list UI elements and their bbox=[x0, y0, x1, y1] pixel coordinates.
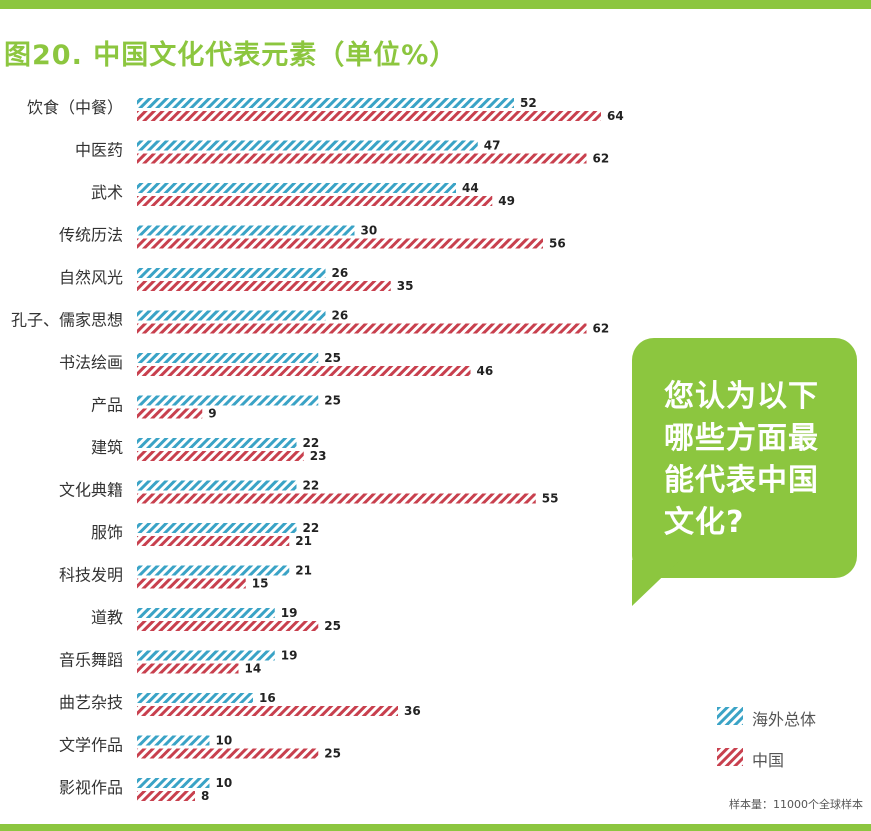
legend-label-china: 中国 bbox=[752, 751, 785, 770]
callout-question: 您认为以下哪些方面最能代表中国文化? bbox=[664, 379, 819, 540]
category-label: 建筑 bbox=[91, 438, 123, 457]
data-label-china: 15 bbox=[252, 577, 269, 591]
data-label-china: 36 bbox=[404, 704, 421, 718]
callout-bubble bbox=[632, 338, 857, 578]
legend-swatch-china bbox=[717, 748, 743, 766]
data-label-overseas: 21 bbox=[295, 564, 312, 578]
data-label-china: 25 bbox=[324, 619, 341, 633]
bar-overseas bbox=[137, 693, 253, 703]
category-label: 科技发明 bbox=[59, 566, 123, 585]
data-label-china: 23 bbox=[310, 449, 327, 463]
bar-overseas bbox=[137, 353, 319, 363]
data-label-china: 25 bbox=[324, 747, 341, 761]
category-label: 曲艺杂技 bbox=[59, 693, 123, 712]
category-label: 道教 bbox=[91, 608, 123, 627]
bar-china bbox=[137, 281, 391, 291]
data-label-overseas: 52 bbox=[520, 96, 537, 110]
bar-china bbox=[137, 663, 239, 674]
bar-china bbox=[137, 791, 195, 801]
legend-swatch-overseas bbox=[717, 707, 743, 725]
category-label: 服饰 bbox=[91, 523, 123, 542]
bar-overseas bbox=[137, 395, 319, 406]
data-label-overseas: 16 bbox=[259, 691, 276, 705]
bar-china bbox=[137, 366, 471, 376]
data-label-overseas: 26 bbox=[332, 266, 349, 280]
bar-overseas bbox=[137, 608, 275, 618]
category-label: 产品 bbox=[91, 396, 123, 415]
category-label: 书法绘画 bbox=[59, 353, 123, 372]
legend-label-overseas: 海外总体 bbox=[752, 710, 817, 729]
data-label-overseas: 47 bbox=[484, 139, 501, 153]
category-label: 孔子、儒家思想 bbox=[11, 311, 123, 330]
bottom-rule bbox=[0, 824, 871, 831]
category-label: 中医药 bbox=[75, 141, 123, 160]
bar-overseas bbox=[137, 438, 297, 448]
bar-overseas bbox=[137, 778, 210, 788]
data-label-overseas: 19 bbox=[281, 606, 298, 620]
bar-china bbox=[137, 621, 319, 631]
data-label-china: 49 bbox=[498, 194, 515, 208]
data-label-china: 64 bbox=[607, 109, 624, 123]
bar-china bbox=[137, 323, 587, 334]
category-label: 文化典籍 bbox=[59, 481, 123, 500]
chart-title: 图20. 中国文化代表元素（单位%） bbox=[4, 40, 458, 71]
data-label-china: 56 bbox=[549, 237, 566, 251]
data-label-overseas: 10 bbox=[216, 776, 233, 790]
bar-china bbox=[137, 536, 290, 546]
data-label-china: 62 bbox=[593, 322, 610, 336]
bar-china bbox=[137, 451, 304, 461]
bar-overseas bbox=[137, 310, 326, 321]
data-label-overseas: 10 bbox=[216, 734, 233, 748]
category-label: 饮食（中餐） bbox=[27, 98, 123, 117]
data-label-china: 46 bbox=[477, 364, 494, 378]
category-label: 武术 bbox=[91, 183, 123, 202]
bar-china bbox=[137, 408, 203, 419]
bar-overseas bbox=[137, 735, 210, 746]
bar-china bbox=[137, 111, 601, 121]
data-label-china: 21 bbox=[295, 534, 312, 548]
bar-overseas bbox=[137, 480, 297, 491]
data-label-overseas: 25 bbox=[324, 351, 341, 365]
bar-overseas bbox=[137, 183, 456, 193]
category-label: 音乐舞蹈 bbox=[59, 651, 123, 670]
bar-china bbox=[137, 493, 536, 504]
bar-overseas bbox=[137, 98, 514, 108]
category-label: 文学作品 bbox=[59, 736, 123, 755]
category-label: 影视作品 bbox=[59, 778, 123, 797]
data-label-china: 8 bbox=[201, 789, 209, 803]
bar-china bbox=[137, 238, 543, 249]
data-label-overseas: 22 bbox=[303, 436, 320, 450]
bar-overseas bbox=[137, 565, 290, 576]
bar-china bbox=[137, 748, 319, 759]
data-label-overseas: 44 bbox=[462, 181, 479, 195]
category-label: 传统历法 bbox=[59, 226, 123, 245]
sample-size-note: 样本量：11000个全球样本 bbox=[729, 798, 863, 811]
data-label-overseas: 25 bbox=[324, 394, 341, 408]
bar-china bbox=[137, 153, 587, 164]
bar-overseas bbox=[137, 268, 326, 278]
data-label-overseas: 22 bbox=[303, 479, 320, 493]
bar-china bbox=[137, 196, 493, 206]
bar-overseas bbox=[137, 523, 297, 533]
data-label-china: 9 bbox=[208, 407, 216, 421]
bar-overseas bbox=[137, 140, 478, 151]
category-label: 自然风光 bbox=[59, 268, 123, 287]
data-label-china: 55 bbox=[542, 492, 559, 506]
bar-overseas bbox=[137, 225, 355, 236]
top-rule bbox=[0, 0, 871, 9]
data-label-china: 35 bbox=[397, 279, 414, 293]
data-label-overseas: 30 bbox=[361, 224, 378, 238]
callout-bubble-tail bbox=[632, 560, 680, 606]
bar-china bbox=[137, 578, 246, 589]
data-label-overseas: 19 bbox=[281, 649, 298, 663]
data-label-china: 14 bbox=[245, 662, 262, 676]
data-label-china: 62 bbox=[593, 152, 610, 166]
data-label-overseas: 26 bbox=[332, 309, 349, 323]
data-label-overseas: 22 bbox=[303, 521, 320, 535]
bar-overseas bbox=[137, 650, 275, 661]
bar-china bbox=[137, 706, 398, 716]
